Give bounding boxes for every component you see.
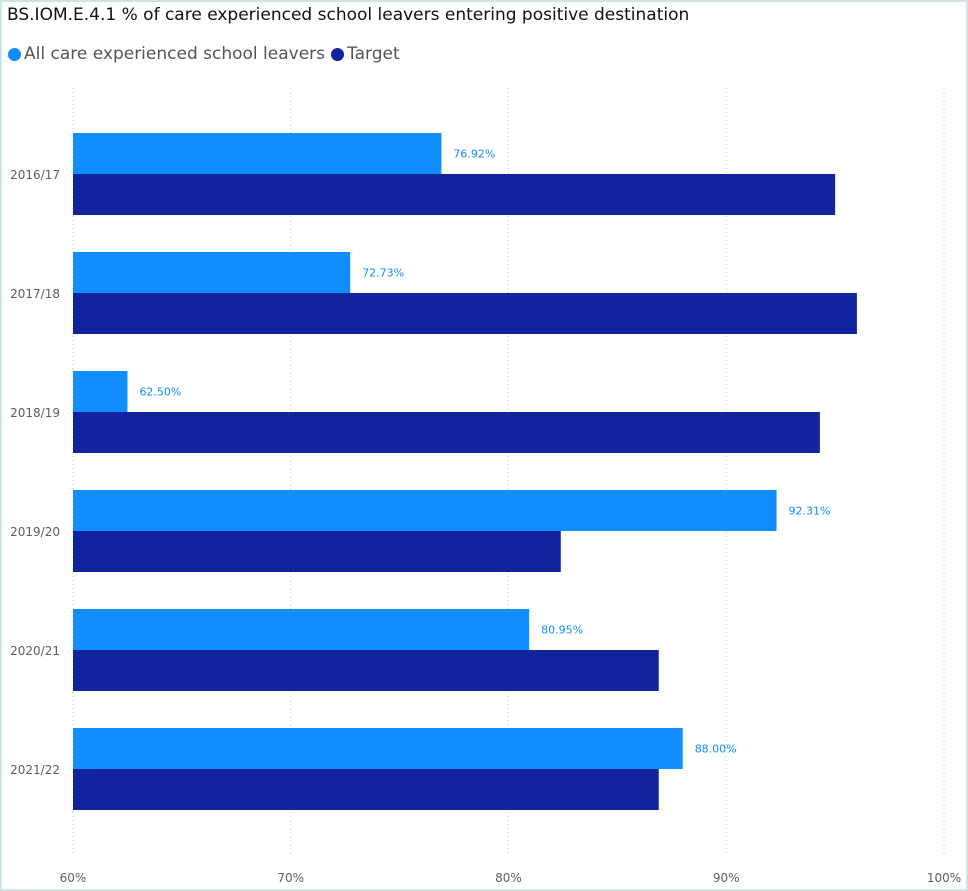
legend-item-target[interactable]: Target bbox=[331, 44, 400, 64]
legend-label-all-leavers: All care experienced school leavers bbox=[24, 44, 326, 64]
data-label: 76.92% bbox=[453, 148, 495, 161]
data-label: 72.73% bbox=[362, 267, 404, 280]
y-category-label: 2017/18 bbox=[10, 287, 60, 301]
legend-marker-all-leavers bbox=[8, 47, 21, 61]
bar-all-leavers-2020/21[interactable] bbox=[73, 609, 530, 650]
bar-target-2017/18[interactable] bbox=[73, 293, 857, 334]
labels: 60% 70% 80% 90% 100% 2016/17 2017/18 2018/19 201… bbox=[10, 148, 961, 886]
data-label: 88.00% bbox=[695, 743, 737, 756]
data-label: 80.95% bbox=[541, 624, 583, 637]
x-tick-label: 100% bbox=[927, 871, 961, 885]
x-tick-label: 70% bbox=[277, 871, 304, 885]
chart-title: BS.IOM.E.4.1 % of care experienced schoo… bbox=[7, 5, 690, 25]
x-tick-label: 90% bbox=[713, 871, 740, 885]
x-tick-label: 60% bbox=[60, 871, 87, 885]
bar-target-2019/20[interactable] bbox=[73, 531, 561, 572]
bar-target-2018/19[interactable] bbox=[73, 412, 820, 453]
bars bbox=[73, 133, 857, 810]
bar-all-leavers-2017/18[interactable] bbox=[73, 252, 351, 293]
bar-target-2021/22[interactable] bbox=[73, 769, 659, 810]
y-category-label: 2021/22 bbox=[10, 763, 60, 777]
bar-target-2016/17[interactable] bbox=[73, 174, 836, 215]
bar-all-leavers-2018/19[interactable] bbox=[73, 371, 128, 412]
bar-all-leavers-2019/20[interactable] bbox=[73, 490, 777, 531]
y-category-label: 2020/21 bbox=[10, 644, 60, 658]
data-label: 62.50% bbox=[139, 386, 181, 399]
legend-item-all-leavers[interactable]: All care experienced school leavers bbox=[8, 44, 325, 64]
legend-label-target: Target bbox=[347, 44, 400, 64]
x-tick-label: 80% bbox=[495, 871, 522, 885]
bar-target-2020/21[interactable] bbox=[73, 650, 659, 691]
bar-all-leavers-2016/17[interactable] bbox=[73, 133, 442, 174]
chart-legend: All care experienced school leavers Targ… bbox=[8, 44, 406, 64]
data-label: 92.31% bbox=[789, 505, 831, 518]
legend-marker-target bbox=[331, 47, 345, 61]
y-category-label: 2018/19 bbox=[10, 406, 60, 420]
bar-all-leavers-2021/22[interactable] bbox=[73, 728, 683, 769]
y-category-label: 2016/17 bbox=[10, 168, 60, 182]
y-category-label: 2019/20 bbox=[10, 525, 60, 539]
